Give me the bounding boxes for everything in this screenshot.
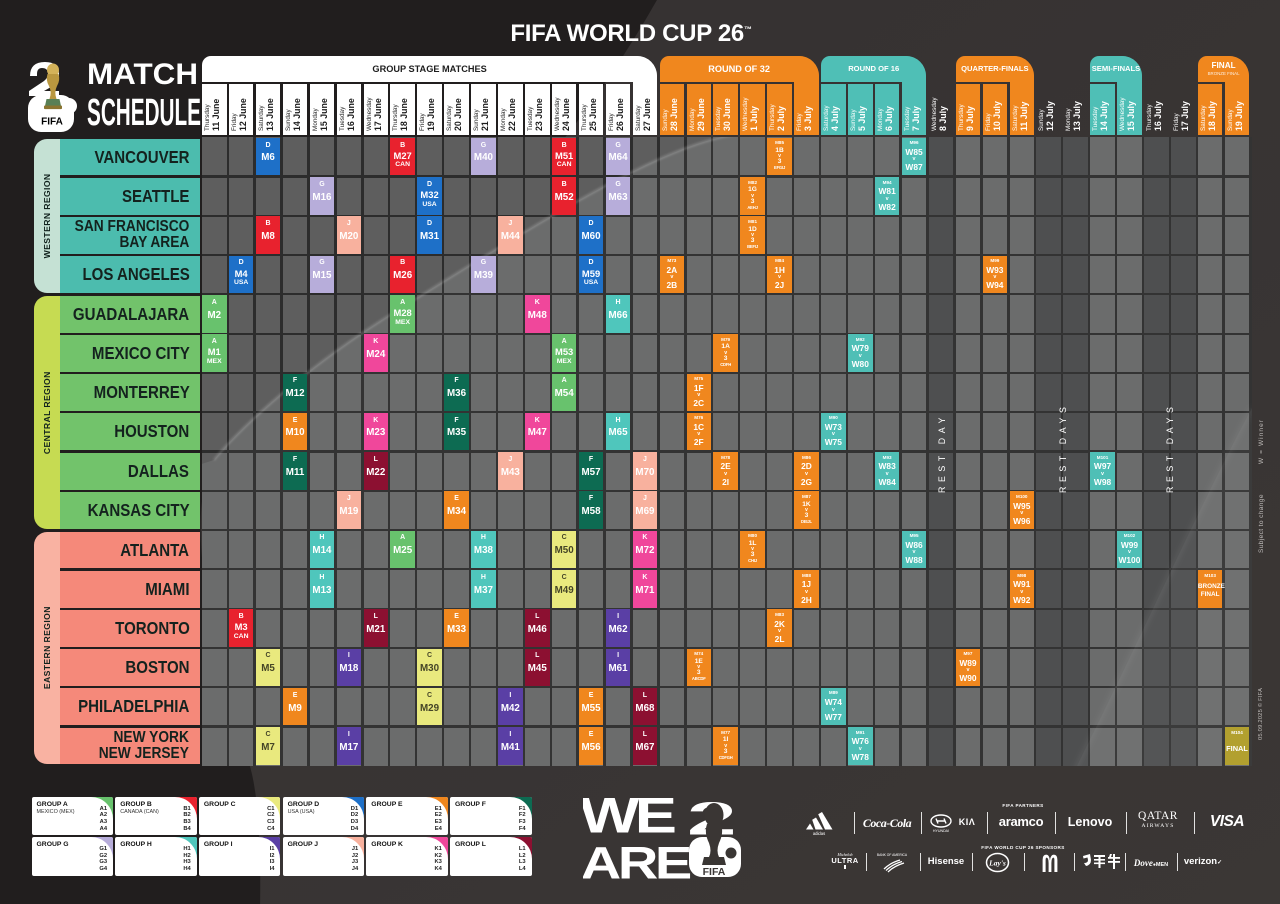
svg-text:WE: WE xyxy=(583,791,675,844)
svg-text:MATCH: MATCH xyxy=(87,58,198,91)
svg-text:adidas: adidas xyxy=(813,831,825,835)
svg-text:KIΛ: KIΛ xyxy=(959,817,976,827)
svg-text:FIFA: FIFA xyxy=(703,866,726,878)
svg-text:FIFA: FIFA xyxy=(41,117,63,128)
svg-text:Lay's: Lay's xyxy=(988,859,1006,868)
svg-text:HYUNDAI: HYUNDAI xyxy=(933,829,949,833)
svg-text:SCHEDULE: SCHEDULE xyxy=(87,92,201,134)
svg-text:ARE: ARE xyxy=(583,838,690,881)
svg-text:BANK OF AMERICA: BANK OF AMERICA xyxy=(877,853,908,857)
